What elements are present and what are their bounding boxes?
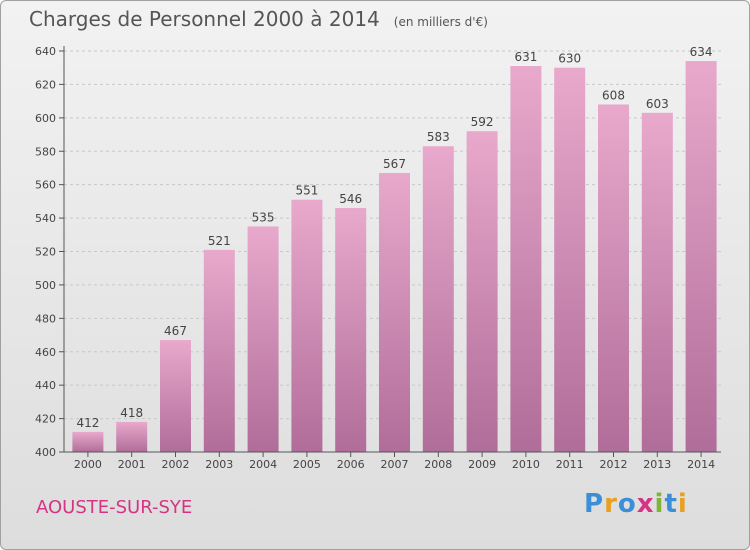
- chart-title-text: Charges de Personnel 2000 à 2014: [29, 7, 380, 31]
- bar-2002: [160, 340, 191, 452]
- y-tick-label: 400: [35, 446, 56, 459]
- x-tick-label: 2008: [424, 458, 452, 471]
- bar-value-label: 535: [252, 210, 275, 224]
- y-tick-label: 580: [35, 145, 56, 158]
- axes: 400 420 440 460 480 500 520 540 560 580 600 620 640 2…: [35, 45, 721, 471]
- bar-2008: [422, 146, 454, 453]
- chart-subtitle: (en milliers d'€): [393, 15, 488, 29]
- proxiti-logo[interactable]: Proxiti: [584, 489, 688, 519]
- x-tick-label: 2013: [643, 458, 671, 471]
- bar-2014: [685, 61, 717, 453]
- bar-2012: [598, 104, 629, 452]
- y-tick-label: 480: [35, 312, 56, 325]
- x-tick-label: 2007: [381, 458, 409, 471]
- bar-value-label: 608: [602, 88, 625, 102]
- x-tick-label: 2001: [118, 458, 146, 471]
- bars: 412 418 467 521 535 551 546 567 583 592 631 630 608 6…: [72, 45, 717, 453]
- bar-value-label: 630: [558, 52, 581, 66]
- y-tick-label: 540: [35, 212, 56, 225]
- bar-2003: [203, 249, 235, 452]
- bar-value-label: 592: [471, 115, 494, 129]
- city-name: AOUSTE-SUR-SYE: [36, 497, 193, 518]
- y-tick-label: 560: [35, 179, 56, 192]
- x-tick-label: 2005: [293, 458, 321, 471]
- y-tick-label: 620: [35, 78, 56, 91]
- chart-title: Charges de Personnel 2000 à 2014 (en mill…: [29, 7, 488, 31]
- x-tick-label: 2003: [205, 458, 233, 471]
- bar-value-label: 567: [383, 157, 406, 171]
- y-tick-label: 500: [35, 279, 56, 292]
- bar-2013: [641, 112, 673, 452]
- bar-2006: [335, 208, 367, 452]
- x-tick-label: 2011: [556, 458, 584, 471]
- bar-value-label: 551: [295, 184, 318, 198]
- y-tick-label: 420: [35, 413, 56, 426]
- x-tick-label: 2014: [687, 458, 715, 471]
- y-tick-label: 640: [35, 45, 56, 58]
- bar-2005: [291, 199, 323, 452]
- bar-value-label: 467: [164, 324, 187, 338]
- x-tick-label: 2004: [249, 458, 277, 471]
- bar-value-label: 418: [120, 406, 143, 420]
- bar-2009: [466, 131, 498, 452]
- bar-value-label: 631: [514, 50, 537, 64]
- bar-value-label: 521: [208, 234, 231, 248]
- x-tick-label: 2006: [337, 458, 365, 471]
- x-tick-label: 2000: [74, 458, 102, 471]
- bar-value-label: 583: [427, 130, 450, 144]
- y-tick-label: 460: [35, 346, 56, 359]
- x-tick-label: 2010: [512, 458, 540, 471]
- bar-2007: [379, 172, 410, 453]
- bar-value-label: 546: [339, 192, 362, 206]
- bar-2004: [247, 226, 279, 452]
- bar-2010: [510, 66, 542, 452]
- y-tick-label: 440: [35, 379, 56, 392]
- bar-value-label: 634: [690, 45, 713, 59]
- y-tick-label: 600: [35, 112, 56, 125]
- y-tick-label: 520: [35, 246, 56, 259]
- bar-value-label: 603: [646, 97, 669, 111]
- bar-2000: [72, 431, 104, 452]
- x-tick-label: 2009: [468, 458, 496, 471]
- x-tick-label: 2002: [162, 458, 190, 471]
- bar-value-label: 412: [76, 416, 99, 430]
- bar-2001: [116, 421, 148, 452]
- x-tick-label: 2012: [600, 458, 628, 471]
- bar-2011: [554, 67, 586, 452]
